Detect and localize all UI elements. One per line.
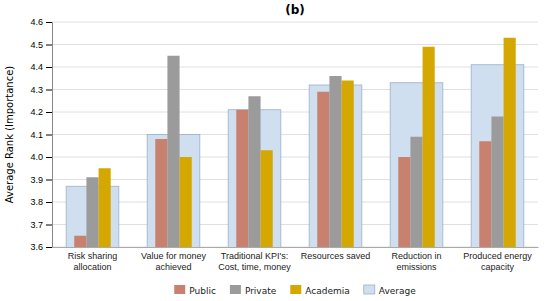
y-tick-mark	[46, 90, 52, 91]
y-tick-mark	[46, 112, 52, 113]
y-tick-label: 4.0	[30, 152, 43, 162]
x-tick: Produced energycapacity	[463, 251, 532, 271]
y-tick: 4.4	[30, 62, 52, 72]
legend-item: Academia	[290, 285, 350, 296]
bar	[74, 236, 86, 247]
y-tick-mark	[46, 225, 52, 226]
bar	[479, 141, 491, 247]
x-tick: Resources saved	[301, 251, 371, 261]
grid-line	[52, 67, 538, 68]
bar-average	[471, 65, 524, 247]
bar	[167, 56, 179, 247]
bar	[398, 157, 410, 247]
bars	[66, 38, 524, 247]
legend-swatch	[174, 285, 185, 294]
legend-item: Private	[230, 285, 277, 296]
y-tick: 3.9	[30, 175, 52, 185]
y-tick-label: 4.1	[30, 130, 43, 140]
bar	[248, 96, 260, 247]
y-tick-label: 4.3	[30, 85, 43, 95]
y-tick: 3.6	[30, 242, 52, 252]
legend-swatch	[230, 285, 241, 294]
y-tick-label: 4.4	[30, 62, 43, 72]
legend: Public Private Academia Average	[174, 285, 416, 296]
y-tick-label: 4.2	[30, 107, 43, 117]
y-axis-title: Average Rank (Importance)	[4, 66, 15, 204]
title: (b)	[285, 3, 305, 17]
x-tick-label: Resources saved	[301, 251, 371, 261]
grid-line	[52, 22, 538, 23]
bar	[491, 117, 503, 248]
bar	[99, 168, 111, 247]
bar	[504, 38, 516, 247]
grid	[52, 22, 538, 247]
x-tick-label: Risk sharingallocation	[68, 251, 118, 271]
x-tick-label: Reduction inemissions	[391, 251, 441, 271]
y-tick: 4.5	[30, 40, 52, 50]
legend-swatch	[364, 285, 375, 294]
bar	[180, 157, 192, 247]
x-tick: Value for moneyachieved	[141, 251, 206, 271]
bar	[342, 81, 354, 248]
y-tick-label: 3.6	[30, 242, 43, 252]
y-tick-mark	[46, 202, 52, 203]
bar-average	[390, 83, 443, 247]
y-tick-mark	[46, 22, 52, 23]
legend-label: Public	[189, 286, 216, 296]
bar	[317, 92, 329, 247]
x-axis-line	[53, 247, 539, 248]
legend-item: Public	[174, 285, 216, 296]
x-tick-label: Value for moneyachieved	[141, 251, 206, 271]
x-axis: Risk sharingallocation Value for moneyach…	[53, 248, 539, 272]
y-tick-mark	[46, 247, 52, 248]
y-axis-line	[46, 23, 53, 248]
grid-line	[52, 89, 538, 90]
grid-line	[52, 134, 538, 135]
bar	[329, 76, 341, 247]
y-tick-mark	[46, 135, 52, 136]
y-tick-mark	[46, 180, 52, 181]
bar	[261, 150, 273, 247]
y-tick-label: 4.5	[30, 40, 43, 50]
y-tick-mark	[46, 157, 52, 158]
y-tick-label: 3.8	[30, 197, 43, 207]
bar	[86, 177, 98, 247]
x-tick-label: Traditional KPI's:Cost, time, money	[218, 251, 291, 271]
y-tick: 4.3	[30, 85, 52, 95]
y-tick: 4.1	[30, 130, 52, 140]
bar	[155, 139, 167, 247]
legend-item: Average	[364, 285, 416, 296]
y-tick: 4.6	[30, 17, 52, 27]
y-axis: 3.6 3.7 3.8 3.9 4.0 4.1 4.2 4.3 4.4 4.5 4.6	[30, 17, 52, 252]
x-tick: Risk sharingallocation	[68, 251, 118, 271]
grid-line	[52, 157, 538, 158]
x-tick: Traditional KPI's:Cost, time, money	[218, 251, 291, 271]
y-tick-mark	[46, 45, 52, 46]
grid-line	[52, 202, 538, 203]
legend-label: Academia	[305, 286, 350, 296]
y-tick-label: 4.6	[30, 17, 43, 27]
x-tick-label: Produced energycapacity	[463, 251, 532, 271]
legend-swatch	[290, 285, 301, 294]
y-tick-mark	[46, 67, 52, 68]
y-tick: 3.7	[30, 220, 52, 230]
bar	[410, 137, 422, 247]
y-tick-label: 3.9	[30, 175, 43, 185]
y-tick: 3.8	[30, 197, 52, 207]
grid-line	[52, 44, 538, 45]
chart: 3.6 3.7 3.8 3.9 4.0 4.1 4.2 4.3 4.4 4.5 4.6 Risk sh…	[0, 0, 550, 301]
grid-line	[52, 112, 538, 113]
legend-label: Average	[379, 286, 416, 296]
y-tick: 4.0	[30, 152, 52, 162]
plot: 3.6 3.7 3.8 3.9 4.0 4.1 4.2 4.3 4.4 4.5 4.6 Risk sh…	[30, 17, 538, 301]
y-tick: 4.2	[30, 107, 52, 117]
bar	[236, 110, 248, 247]
bar	[423, 47, 435, 247]
x-tick: Reduction inemissions	[391, 251, 441, 271]
grid-line	[52, 247, 538, 248]
y-tick-label: 3.7	[30, 220, 43, 230]
legend-label: Private	[245, 286, 277, 296]
grid-line	[52, 179, 538, 180]
grid-line	[52, 224, 538, 225]
